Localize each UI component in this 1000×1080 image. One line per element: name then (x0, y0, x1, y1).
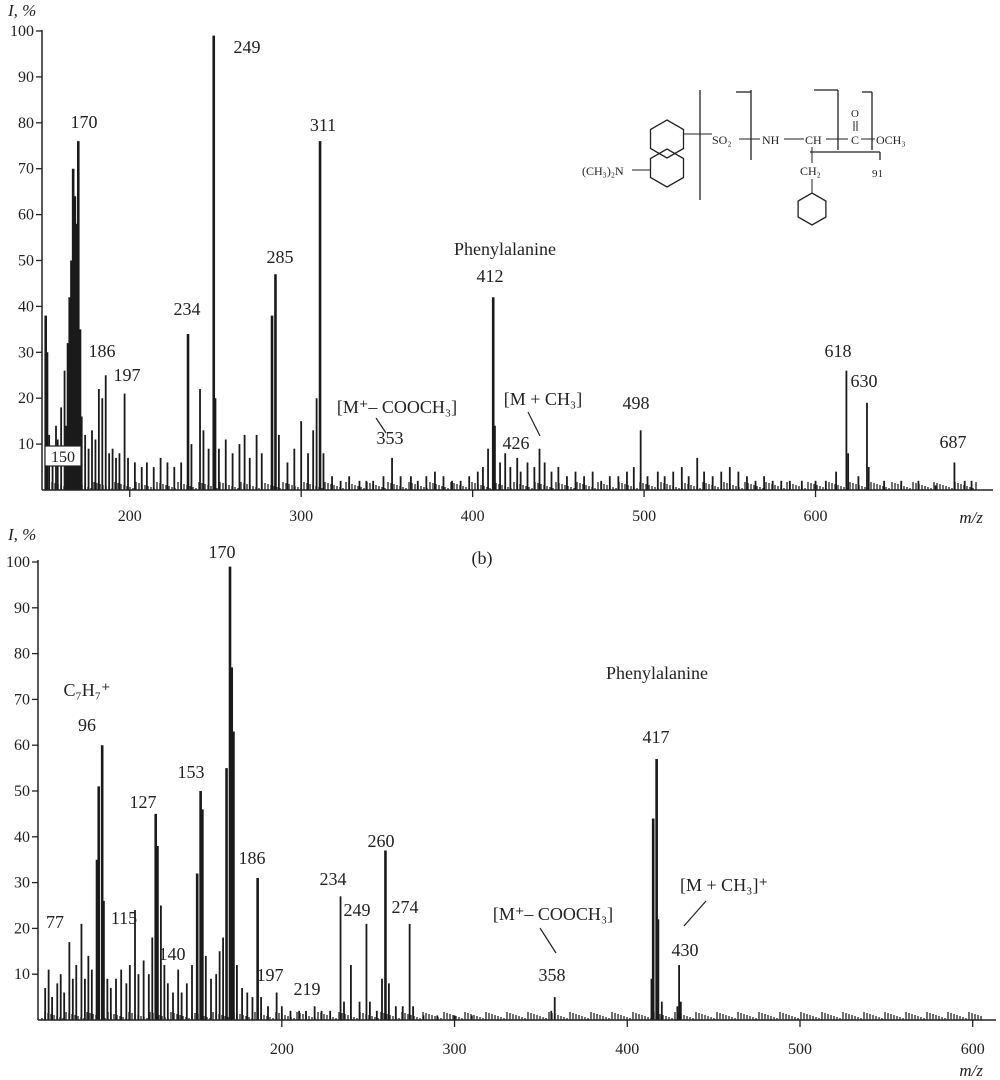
peak-annotation: 618 (825, 341, 852, 361)
peak-annotation: [M + CH₃] (504, 389, 582, 409)
benzene-ring (797, 192, 827, 226)
y-tick-label: 30 (18, 344, 34, 361)
x-start-box (44, 445, 82, 467)
peak-annotation: 687 (940, 432, 967, 452)
x-tick-label: 500 (788, 1041, 812, 1058)
peak-annotation: 249 (234, 37, 261, 57)
y-tick-label: 50 (18, 253, 34, 270)
y-tick-label: 40 (14, 829, 30, 846)
peak-annotation: 219 (294, 979, 321, 999)
panel-label: (b) (472, 548, 493, 569)
peak-annotation: 234 (174, 299, 201, 319)
x-start-label: 150 (51, 449, 75, 466)
y-tick-label: 60 (18, 207, 34, 224)
x-tick-label: 600 (961, 1041, 985, 1058)
x-axis-title: m/z (959, 1061, 983, 1080)
annotation-leader-line (683, 900, 707, 927)
peak-annotation: 140 (159, 944, 186, 964)
peak-annotation: 412 (477, 266, 504, 286)
y-axis-title: I, % (7, 525, 36, 544)
nh-label: NH (762, 133, 780, 147)
peak-annotation: 77 (46, 912, 64, 932)
annotation-leader-line (539, 927, 557, 954)
peak-annotation: 197 (114, 365, 141, 385)
x-tick-label: 400 (461, 508, 485, 525)
y-tick-label: 30 (14, 875, 30, 892)
y-tick-label: 80 (18, 115, 34, 132)
y-tick-label: 100 (10, 23, 34, 40)
carbon-label: C (851, 133, 859, 147)
y-tick-label: 60 (14, 737, 30, 754)
peak-annotation: 274 (392, 897, 419, 917)
y-tick-label: 80 (14, 646, 30, 663)
y-tick-label: 90 (14, 600, 30, 617)
peak-annotation: 234 (320, 869, 347, 889)
peak-annotation: 153 (178, 762, 205, 782)
y-tick-label: 20 (18, 390, 34, 407)
peak-annotation: 260 (368, 831, 395, 851)
annotation-leader-line (527, 411, 541, 437)
x-tick-label: 600 (804, 508, 828, 525)
peak-annotation: 186 (239, 848, 266, 868)
peak-annotation: 311 (310, 115, 336, 135)
x-start-label-box: 150 (44, 445, 82, 467)
peak-annotation: [M + CH₃]⁺ (680, 875, 768, 895)
peak-annotation: 630 (851, 371, 878, 391)
fragment-91-label: 91 (872, 168, 883, 180)
peak-annotation: C₇H₇⁺ (63, 680, 110, 700)
peak-annotation: 285 (267, 247, 294, 267)
peak-annotation: 417 (643, 727, 670, 747)
peak-annotation: 170 (209, 542, 236, 562)
ch2-label: CH₂ (800, 164, 821, 178)
spectrum-panel-a: 10 20 30 40 50 60 70 80 90 100 200 300 400 500 600 I, %… (7, 1, 993, 527)
spectrum-panel-b: 10 20 30 40 50 60 70 80 90 100 200 300 400 500 600 I, %… (6, 525, 996, 1080)
so2-label: SO₂ (712, 133, 732, 147)
peak-annotation: Phenylalanine (606, 663, 708, 683)
x-tick-label: 500 (632, 508, 656, 525)
y-tick-label: 50 (14, 783, 30, 800)
x-tick-label: 200 (270, 1041, 294, 1058)
y-tick-label: 20 (14, 920, 30, 937)
peak-annotation: 426 (503, 433, 530, 453)
peak-annotation: 358 (539, 965, 566, 985)
peak-annotation: [M⁺– COOCH₃] (493, 904, 613, 924)
peak-annotation: 186 (89, 341, 116, 361)
peak-annotation: [M⁺– COOCH₃] (337, 397, 457, 417)
peak-annotation: 127 (130, 792, 157, 812)
x-tick-label: 400 (615, 1041, 639, 1058)
y-tick-label: 70 (14, 691, 30, 708)
oxygen-label: O (851, 108, 859, 120)
y-tick-label: 70 (18, 161, 34, 178)
x-tick-label: 300 (443, 1041, 467, 1058)
peak-annotation: 498 (623, 393, 650, 413)
ch-label: CH (805, 133, 822, 147)
naphthalene-ring (649, 148, 685, 188)
peak-annotation: 170 (71, 112, 98, 132)
x-tick-label: 200 (118, 508, 142, 525)
y-tick-label: 10 (14, 966, 30, 983)
peak-annotation: 197 (257, 965, 284, 985)
y-tick-label: 10 (18, 436, 34, 453)
y-tick-label: 40 (18, 298, 34, 315)
annotation-leader-line (375, 417, 387, 434)
y-tick-label: 100 (6, 554, 30, 571)
y-tick-label: 90 (18, 69, 34, 86)
x-axis-title: m/z (959, 508, 983, 527)
y-axis-title: I, % (7, 1, 36, 20)
baseline-noise (41, 1012, 982, 1020)
peak-annotation: Phenylalanine (454, 239, 556, 259)
peak-annotation: 249 (344, 900, 371, 920)
peak-annotation: 115 (111, 908, 137, 928)
peak-annotation: 430 (672, 940, 699, 960)
peak-annotation: 96 (78, 715, 96, 735)
dansyl-phenylalanine-structure: (CH₃)₂N SO₂ NH CH C O OCH₃ CH₂ 91 (582, 89, 906, 226)
och3-label: OCH₃ (876, 133, 906, 147)
peak-annotation: 353 (377, 428, 404, 448)
amine-label: (CH₃)₂N (582, 164, 624, 178)
x-tick-label: 300 (289, 508, 313, 525)
naphthalene-ring (649, 119, 685, 159)
